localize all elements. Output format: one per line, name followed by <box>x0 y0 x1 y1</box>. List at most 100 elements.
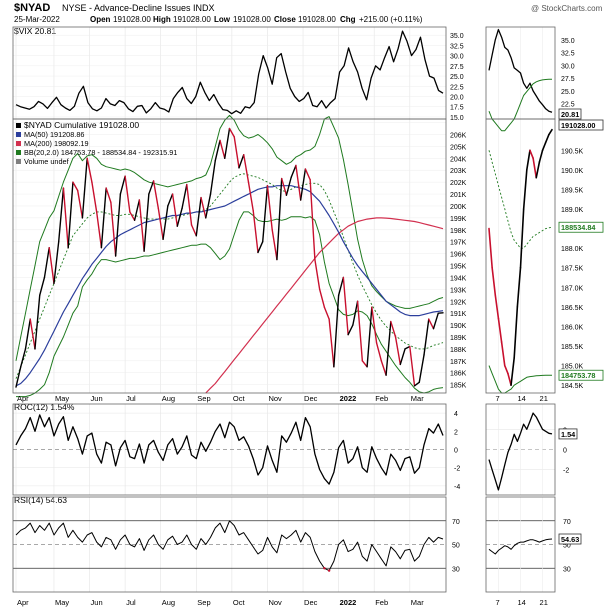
header-chg-label: Chg <box>340 15 356 24</box>
price-segment <box>205 193 212 219</box>
zoom-price-segment <box>532 157 538 179</box>
price-segment <box>91 181 98 213</box>
zoom-price-segment <box>544 133 550 144</box>
price-tick-label: 189K <box>450 335 467 342</box>
price-tick-label: 204K <box>450 156 467 163</box>
price-segment <box>195 196 202 237</box>
zoom-frame-price <box>485 118 556 394</box>
x-label-main-bottom: Jun <box>91 598 103 607</box>
chart-name: NYSE - Advance-Decline Issues INDX <box>62 3 215 13</box>
zoom-vix-tick-label: 35.0 <box>561 38 575 45</box>
zoom-price-tick-label: 187.5K <box>561 266 584 273</box>
price-segment <box>72 181 79 192</box>
x-label-main-price: Nov <box>268 394 282 403</box>
zoom-price-tick-label: 185.5K <box>561 344 584 351</box>
price-segment <box>53 241 60 285</box>
zoom-vix-last-tag-box <box>558 108 582 120</box>
price-segment <box>423 318 430 356</box>
price-segment <box>167 193 174 207</box>
roc-tick-label: -4 <box>454 484 460 491</box>
price-segment <box>171 193 179 227</box>
zoom-price-tick-label: 186.5K <box>561 305 584 312</box>
vix-tick-label: 25.0 <box>450 74 464 81</box>
roc-legend: ROC(12) 1.54% <box>14 402 75 412</box>
zoom-price-tick-label: 184.5K <box>561 383 584 390</box>
zoom-price-segment <box>510 356 516 386</box>
zoom-price-segment <box>491 266 497 296</box>
price-tick-label: 196K <box>450 252 467 259</box>
price-tick-label: 203K <box>450 168 467 175</box>
price-segment <box>20 348 27 368</box>
price-segment <box>86 157 93 183</box>
vix-legend: $VIX 20.81 <box>14 26 56 36</box>
price-segment <box>186 183 193 226</box>
x-label-zoom-bottom: 14 <box>518 598 526 607</box>
zoom-bb-middle-line <box>488 150 553 249</box>
zoom-frame-roc <box>485 403 556 496</box>
zoom-price-segment <box>548 128 553 136</box>
ma200-line <box>205 217 444 394</box>
main-frame-price <box>12 118 447 394</box>
vix-series-line <box>15 30 444 115</box>
zoom-frame-rsi <box>485 496 556 593</box>
x-label-main-price: Jun <box>91 394 103 403</box>
price-segment <box>48 246 55 285</box>
price-segment <box>39 276 46 297</box>
price-tick-label: 206K <box>450 132 467 139</box>
zoom-vix-tick-label: 32.5 <box>561 51 575 58</box>
price-tick-label: 194K <box>450 275 467 282</box>
zoom-price-segment <box>500 341 506 367</box>
watermark: @ StockCharts.com <box>531 4 603 13</box>
price-segment <box>347 324 354 336</box>
price-segment <box>309 179 316 261</box>
vix-tick-label: 15.0 <box>450 115 464 122</box>
price-tick-label: 202K <box>450 180 467 187</box>
price-segment <box>143 193 150 252</box>
zoom-price-tick-label: 186.0K <box>561 324 584 331</box>
price-segment <box>323 306 330 320</box>
legend-swatch-ma50 <box>16 132 21 137</box>
price-segment <box>181 183 188 210</box>
price-segment <box>200 196 207 219</box>
price-tick-label: 200K <box>450 204 467 211</box>
zoom-bb-upper-line <box>488 78 553 132</box>
price-tick-label: 187K <box>450 359 467 366</box>
zoom-roc-line <box>488 412 553 491</box>
legend-text-price: $NYAD Cumulative 191028.00 <box>24 120 139 130</box>
rsi-tick-label: 50 <box>452 543 460 550</box>
price-segment <box>243 154 250 183</box>
price-segment <box>138 199 145 252</box>
price-segment <box>67 181 74 249</box>
price-segment <box>119 175 126 195</box>
zoom-rsi-line <box>488 538 553 555</box>
vix-tick-label: 35.0 <box>450 33 464 40</box>
grid-layer <box>13 27 555 592</box>
header-date: 25-Mar-2022 <box>14 15 60 24</box>
zoom-rsi-tick-label: 50 <box>563 543 571 550</box>
ma50-line <box>15 185 444 387</box>
price-segment <box>385 320 392 376</box>
x-label-main-price: Apr <box>17 394 29 403</box>
zoom-price-tick-label: 187.0K <box>561 285 584 292</box>
x-label-zoom-price: 7 <box>495 394 499 403</box>
zoom-price-tick-label: 185.0K <box>561 364 584 371</box>
zoom-bb-lower-line <box>488 365 553 394</box>
price-segment <box>404 345 411 350</box>
roc-tick-label: -2 <box>454 466 460 473</box>
price-segment <box>15 366 22 388</box>
price-segment <box>238 154 245 169</box>
rsi-tick-label: 70 <box>452 519 460 526</box>
x-label-main-bottom: May <box>55 598 69 607</box>
x-label-main-bottom: Nov <box>268 598 282 607</box>
header-open-label: Open <box>90 15 111 24</box>
legend-swatch-bb <box>16 150 21 155</box>
rsi-oversold-mark <box>323 567 326 570</box>
zoom-price-segment <box>522 169 528 210</box>
series-layer <box>15 28 553 572</box>
roc-tick-label: 4 <box>454 411 458 418</box>
panel-frames <box>12 26 556 593</box>
x-label-main-price: Jul <box>126 394 136 403</box>
zoom-price-segment <box>516 266 522 308</box>
price-segment <box>366 306 373 368</box>
